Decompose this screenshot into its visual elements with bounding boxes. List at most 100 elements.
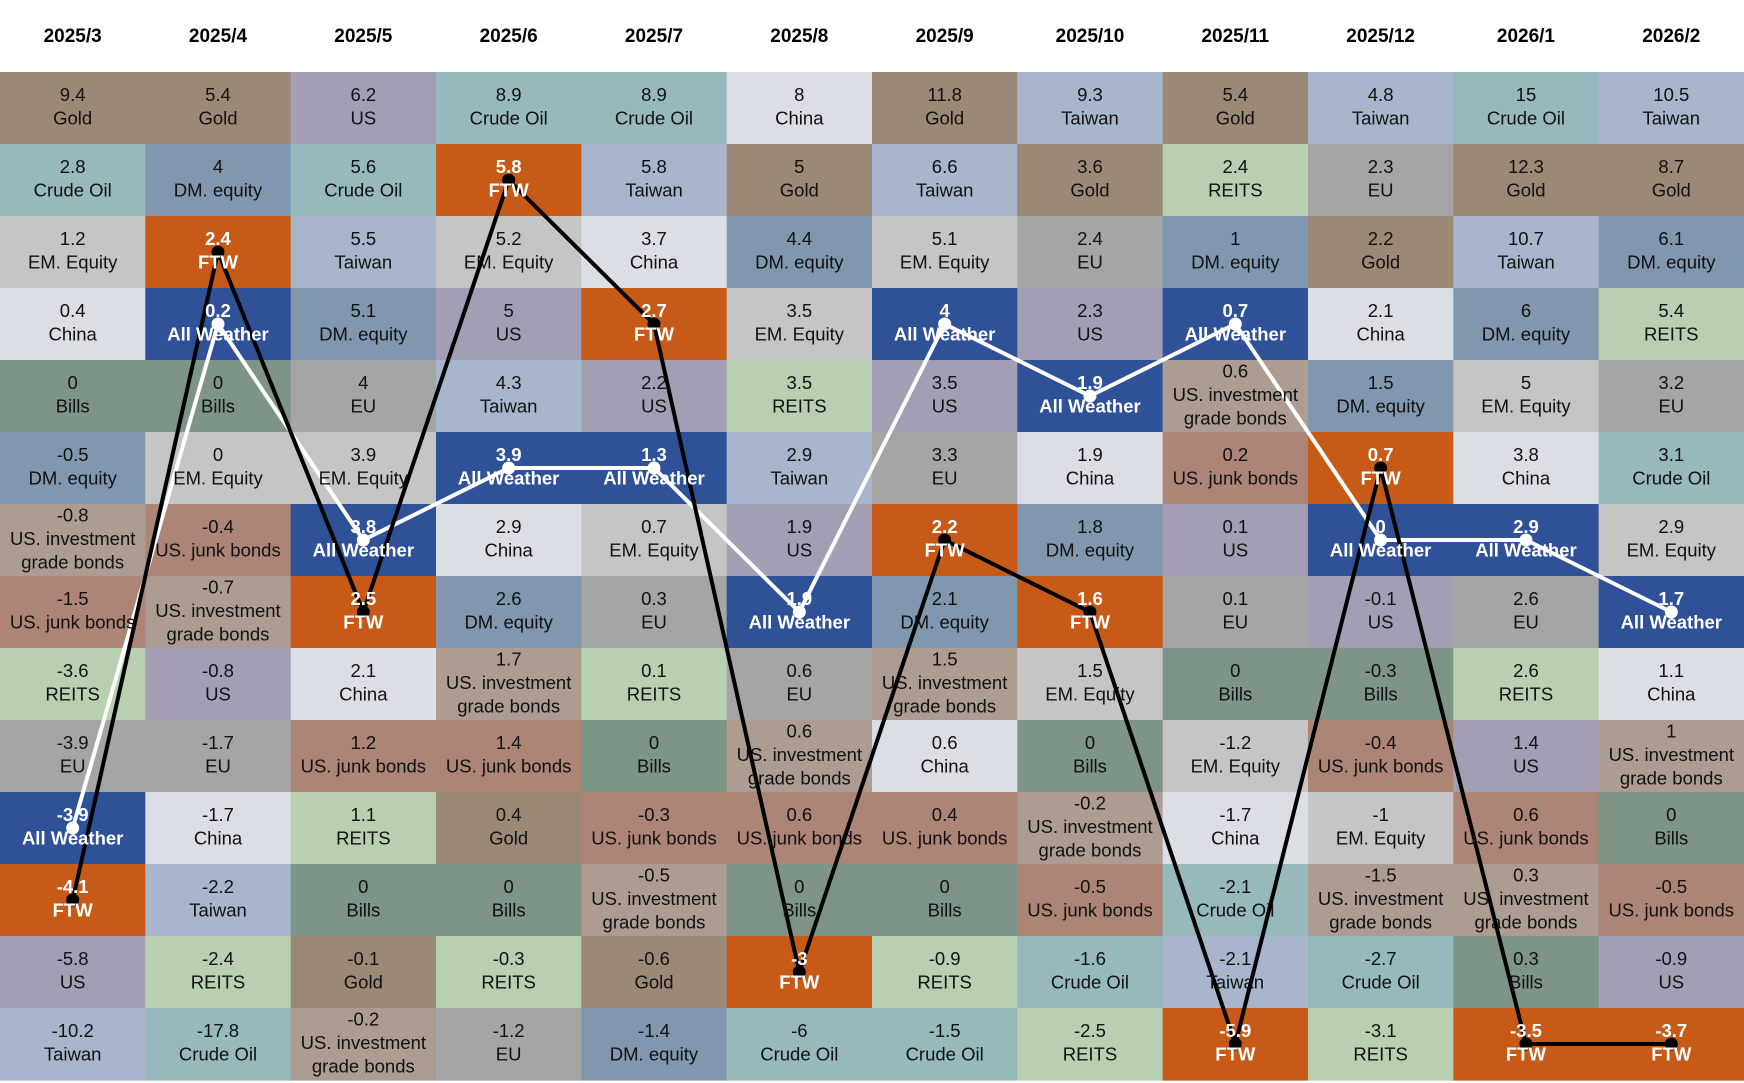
cell-asset-label: EU — [932, 468, 958, 489]
cell-em-equity — [1307, 792, 1454, 865]
cell-taiwan — [290, 216, 437, 289]
cell-value: -6 — [791, 1020, 807, 1041]
cell-china — [0, 288, 146, 361]
cell-value: 0.6 — [932, 732, 958, 753]
column-header: 2026/1 — [1497, 26, 1556, 47]
cell-value: 5.2 — [496, 228, 522, 249]
cell-us — [290, 72, 437, 145]
cell-value: 5.4 — [205, 84, 231, 105]
cell-crude-oil — [1017, 936, 1164, 1009]
cell-value: -0.3 — [1365, 660, 1397, 681]
cell-asset-label: EM. Equity — [28, 252, 118, 273]
cell-asset-label: FTW — [925, 540, 966, 561]
cell-value: 1.4 — [1513, 732, 1539, 753]
cell-asset-label: Crude Oil — [760, 1044, 838, 1065]
cell-china — [1453, 432, 1600, 505]
cell-asset-label: Gold — [53, 108, 92, 129]
cell-value: 0.1 — [641, 660, 667, 681]
cell-asset-label: All Weather — [894, 324, 995, 345]
cell-value: 0.7 — [1368, 444, 1394, 465]
cell-us — [1307, 576, 1454, 649]
column-header: 2025/8 — [770, 26, 828, 47]
cell-us-investment-grade-bonds — [1307, 864, 1454, 937]
cell-value: -17.8 — [197, 1020, 239, 1041]
cell-value: -4.1 — [57, 876, 89, 897]
cell-us — [1453, 720, 1600, 793]
cell-us-investment-grade-bonds — [1453, 864, 1600, 937]
cell-em-equity — [726, 288, 873, 361]
cell-taiwan — [1017, 72, 1164, 145]
cell-value: 1.8 — [1077, 516, 1103, 537]
cell-asset-label: EU — [60, 756, 86, 777]
cell-us-investment-grade-bonds — [435, 648, 582, 721]
cell-china — [1307, 288, 1454, 361]
cell-value: 0.6 — [786, 804, 812, 825]
cell-asset-label: EM. Equity — [464, 252, 554, 273]
cell-value: 0 — [213, 372, 223, 393]
cell-eu — [1598, 360, 1744, 433]
cell-asset-label: Taiwan — [1352, 108, 1410, 129]
cell-value: 6 — [1521, 300, 1531, 321]
cell-value: -1.5 — [1365, 864, 1397, 885]
cell-us-junk-bonds — [1162, 432, 1309, 505]
cell-value: 1.1 — [1658, 660, 1684, 681]
cell-asset-label: EU — [641, 612, 667, 633]
cell-asset-label: EM. Equity — [319, 468, 409, 489]
cell-asset-label: Bills — [637, 756, 671, 777]
cell-asset-label: Bills — [1073, 756, 1107, 777]
cell-asset-label: Taiwan — [480, 396, 538, 417]
cell-asset-label: Crude Oil — [470, 108, 548, 129]
cell-asset-label: US — [1368, 612, 1394, 633]
cell-asset-label: REITS — [772, 396, 826, 417]
cell-value: -0.5 — [57, 444, 89, 465]
cell-asset-label: REITS — [1499, 684, 1553, 705]
cell-bills — [1453, 936, 1600, 1009]
cell-asset-label: US — [1222, 540, 1248, 561]
cell-value: 3.7 — [641, 228, 667, 249]
cell-value: 4 — [213, 156, 223, 177]
cell-asset-label: FTW — [634, 324, 675, 345]
cell-asset-label: Taiwan — [1497, 252, 1555, 273]
cell-value: 8.9 — [641, 84, 667, 105]
cell-asset-label: All Weather — [749, 612, 850, 633]
cell-value: 2.3 — [1368, 156, 1394, 177]
cell-value: -3 — [791, 948, 807, 969]
cell-asset-label: US. investment — [591, 888, 716, 909]
cell-asset-label: grade bonds — [21, 551, 124, 572]
cell-asset-label: China — [484, 540, 533, 561]
cell-asset-label: EU — [350, 396, 376, 417]
cell-value: 5.4 — [1658, 300, 1684, 321]
all-weather-marker — [647, 461, 661, 475]
cell-asset-label: Taiwan — [625, 180, 683, 201]
cell-value: 0.6 — [786, 720, 812, 741]
cell-value: 4.8 — [1368, 84, 1394, 105]
cell-value: 2.3 — [1077, 300, 1103, 321]
cell-us — [1598, 936, 1744, 1009]
cell-asset-label: DM. equity — [900, 612, 989, 633]
cell-value: -0.6 — [638, 948, 670, 969]
cell-asset-label: Crude Oil — [179, 1044, 257, 1065]
ftw-marker — [647, 317, 661, 331]
cell-value: 5.8 — [496, 156, 522, 177]
cell-layer — [0, 72, 1744, 1081]
cell-asset-label: US — [205, 684, 231, 705]
cell-asset-label: FTW — [198, 252, 239, 273]
cell-asset-label: EM. Equity — [1191, 756, 1281, 777]
cell-crude-oil — [726, 1008, 873, 1081]
cell-us-junk-bonds — [581, 792, 728, 865]
cell-crude-oil — [0, 144, 146, 217]
ftw-marker — [356, 605, 370, 619]
cell-us-investment-grade-bonds — [1598, 720, 1744, 793]
cell-gold — [871, 72, 1018, 145]
cell-asset-label: China — [630, 252, 679, 273]
cell-value: -0.4 — [1365, 732, 1397, 753]
cell-value: -1.2 — [493, 1020, 525, 1041]
cell-gold — [1017, 144, 1164, 217]
cell-asset-label: Crude Oil — [1342, 972, 1420, 993]
cell-asset-label: grade bonds — [1184, 407, 1287, 428]
cell-value: 3.5 — [786, 300, 812, 321]
cell-asset-label: FTW — [1070, 612, 1111, 633]
cell-value: -0.7 — [202, 576, 234, 597]
cell-value: 9.3 — [1077, 84, 1103, 105]
